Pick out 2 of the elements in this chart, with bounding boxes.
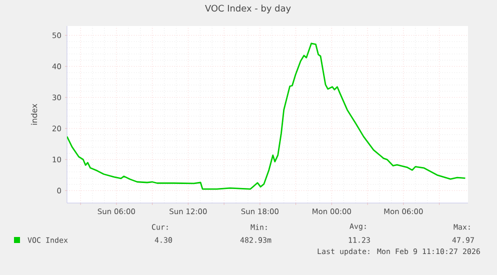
chart-title: VOC Index - by day bbox=[205, 4, 291, 14]
line-series bbox=[67, 42, 466, 190]
